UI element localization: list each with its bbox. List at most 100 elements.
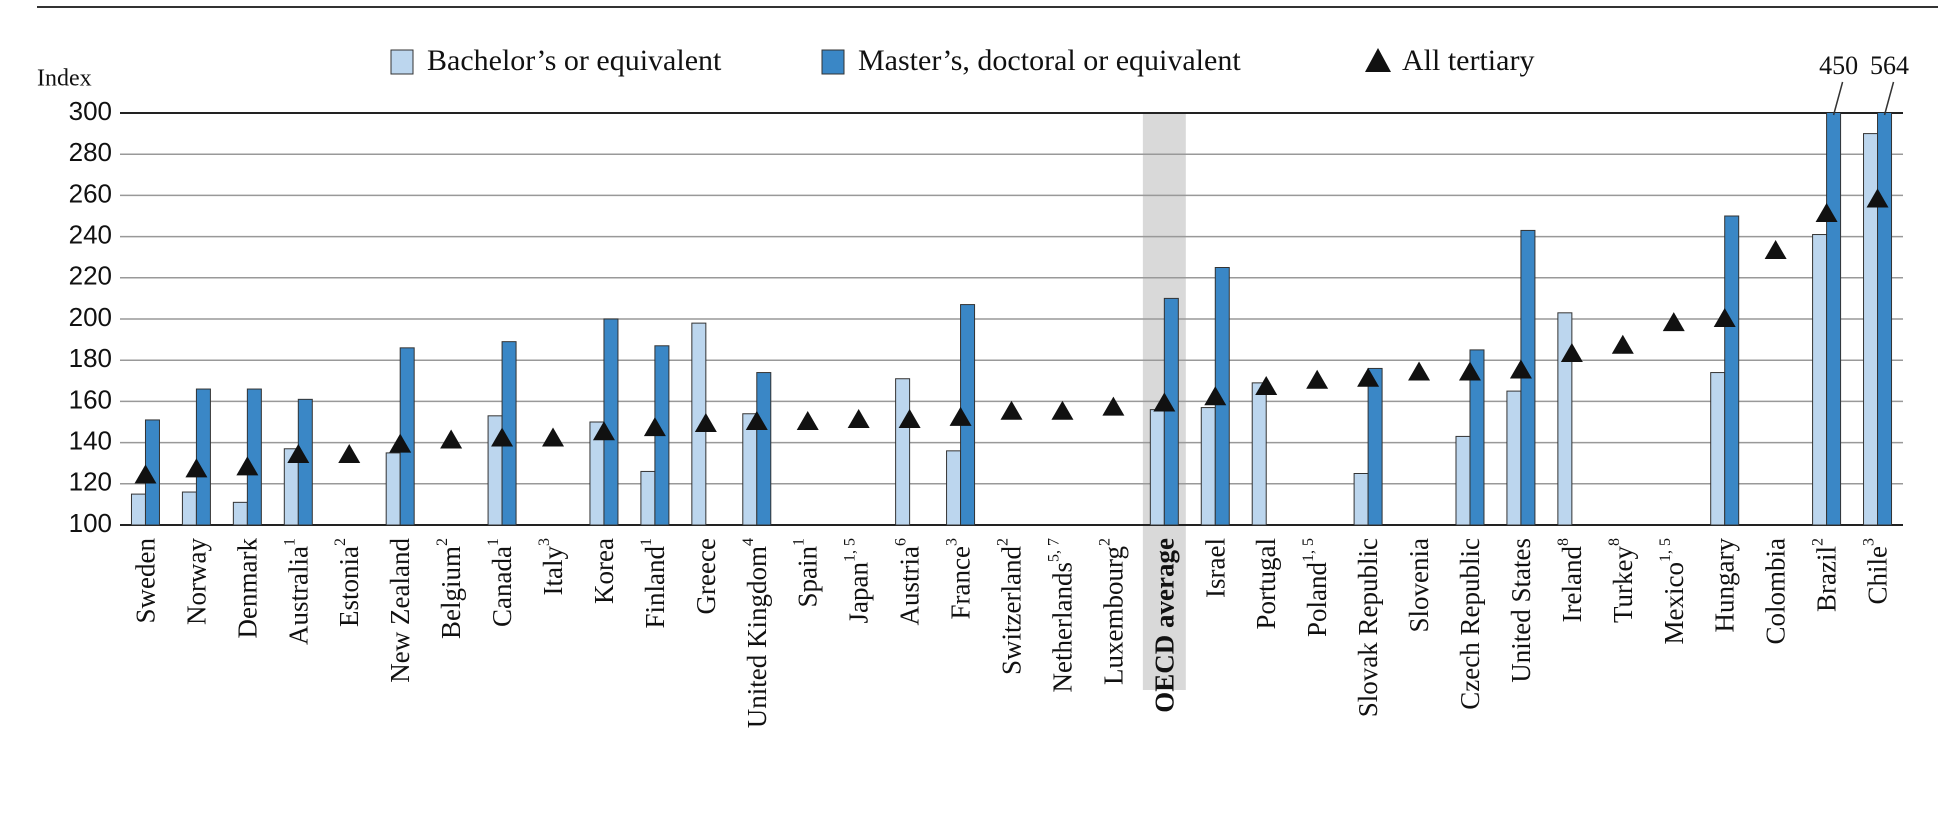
y-tick-label: 280 (69, 137, 112, 167)
category-name: United States (1506, 538, 1536, 683)
category-note: 5, 7 (1045, 538, 1062, 562)
category-note: 3 (944, 538, 961, 546)
legend-label: Master’s, doctoral or equivalent (858, 44, 1241, 77)
category-note: 1 (281, 538, 298, 546)
x-tick-label: United States (1506, 538, 1536, 683)
category-note: 2 (995, 538, 1012, 546)
legend-swatch (390, 49, 414, 75)
x-tick-label: Turkey8 (1606, 538, 1638, 623)
x-tick-label: Poland1, 5 (1300, 538, 1332, 637)
x-tick-label: Canada1 (485, 538, 517, 627)
triangle-marker (1204, 386, 1227, 406)
category-name: Czech Republic (1455, 538, 1485, 710)
triangle-marker (440, 429, 463, 449)
category-name: Sweden (130, 538, 160, 624)
legend-swatch (821, 49, 845, 75)
triangle-marker (338, 443, 361, 463)
triangle-marker (694, 413, 717, 433)
y-tick-label: 180 (69, 343, 112, 373)
x-tick-label: Switzerland2 (995, 538, 1027, 675)
category-name: New Zealand (385, 538, 415, 683)
triangle-marker (1357, 367, 1380, 387)
category-name: Portugal (1251, 538, 1281, 630)
x-tick-label: Korea (589, 538, 619, 604)
bar (1200, 407, 1216, 526)
category-note: 2 (1810, 538, 1827, 546)
x-tick-label: Slovak Republic (1353, 538, 1383, 717)
triangle-marker (1815, 202, 1838, 222)
triangle-marker (745, 411, 768, 430)
category-name: Canada (487, 546, 517, 627)
category-note: 1 (791, 538, 808, 546)
x-tick-label: Slovenia (1404, 538, 1434, 633)
x-tick-label: Sweden (130, 538, 160, 624)
category-note: 2 (1096, 538, 1113, 546)
triangle-marker (491, 427, 514, 447)
bar (1877, 113, 1893, 526)
x-tick-label: France3 (944, 538, 976, 619)
y-tick-label: 260 (69, 178, 112, 208)
y-axis-label: Index (37, 66, 92, 92)
legend-label: All tertiary (1402, 44, 1534, 77)
bar (1149, 409, 1165, 526)
category-name: Australia (283, 546, 313, 645)
bar (399, 347, 415, 526)
bar (130, 493, 146, 526)
category-name: Turkey (1608, 546, 1638, 624)
triangle-marker (1662, 312, 1685, 332)
triangle-marker (1611, 334, 1634, 354)
bar (603, 318, 619, 526)
triangle-marker (592, 421, 615, 441)
category-note: 1, 5 (1657, 538, 1674, 562)
category-name: Japan (844, 562, 874, 624)
category-name: Colombia (1761, 538, 1791, 645)
category-name: France (946, 546, 976, 619)
triangle-marker (1866, 188, 1889, 208)
y-tick-label: 240 (69, 219, 112, 249)
triangle-marker (1560, 343, 1583, 363)
bar (1469, 349, 1485, 526)
category-name: OECD average (1149, 538, 1179, 713)
category-name: Italy (538, 546, 568, 596)
bar (1710, 372, 1726, 526)
category-name: United Kingdom (742, 546, 772, 728)
category-name: Belgium (436, 546, 466, 639)
x-tick-label: United Kingdom4 (740, 538, 772, 728)
triangle-marker (847, 408, 870, 428)
triangle-marker (1000, 400, 1023, 420)
bar (232, 501, 248, 526)
category-note: 1, 5 (1300, 538, 1317, 562)
x-tick-label: Italy3 (536, 538, 568, 595)
triangle-marker (542, 427, 565, 447)
category-name: Finland (640, 546, 670, 629)
triangle-marker (134, 464, 157, 484)
x-tick-label: Greece (691, 538, 721, 614)
bar (1251, 382, 1267, 526)
triangle-marker (1051, 400, 1074, 420)
bar (640, 470, 656, 526)
value-label: 450 (1819, 51, 1858, 80)
x-tick-label: Norway (181, 538, 211, 625)
bar (181, 491, 197, 526)
x-tick-label: Hungary (1710, 538, 1740, 633)
bar (385, 452, 401, 526)
category-name: Hungary (1710, 538, 1740, 633)
x-tick-label: Japan1, 5 (842, 538, 874, 623)
category-name: Poland (1302, 562, 1332, 638)
category-name: Spain (793, 546, 823, 608)
bar (946, 450, 962, 526)
category-name: Denmark (232, 538, 262, 639)
category-name: Korea (589, 538, 619, 604)
bar (1367, 367, 1383, 526)
bar (1557, 312, 1573, 526)
x-tick-label: Finland1 (638, 538, 670, 629)
bar (1353, 473, 1369, 526)
y-tick-label: 160 (69, 384, 112, 414)
y-tick-label: 200 (69, 302, 112, 332)
category-note: 3 (1861, 538, 1878, 546)
x-tick-label: Czech Republic (1455, 538, 1485, 710)
triangle-marker (796, 411, 819, 430)
x-tick-label: Ireland8 (1555, 538, 1587, 622)
bar (1455, 435, 1471, 526)
